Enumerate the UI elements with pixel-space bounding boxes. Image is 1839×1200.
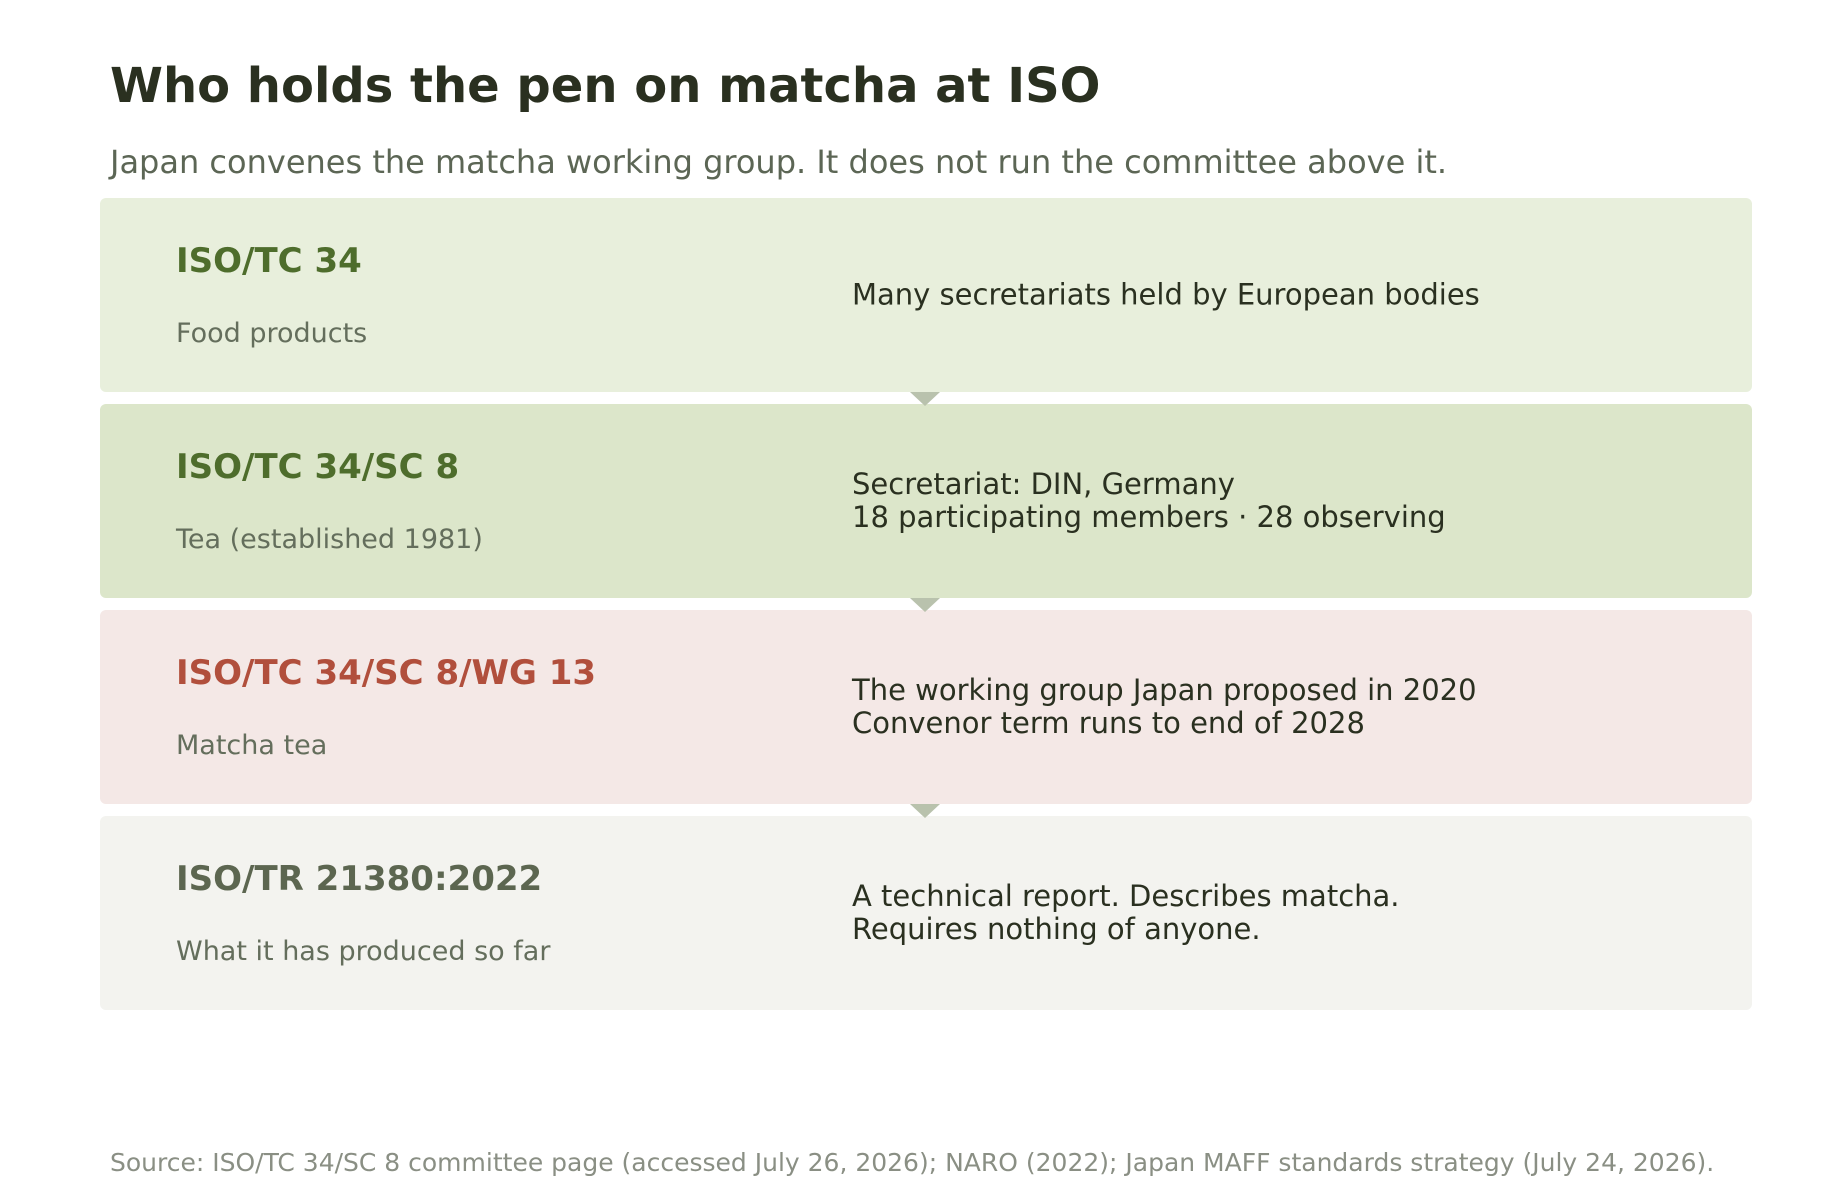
description-line: 18 participating members · 28 observing: [852, 500, 1446, 534]
description-line: The working group Japan proposed in 2020: [852, 673, 1477, 707]
level-subtitle: Food products: [176, 318, 368, 349]
down-arrow-icon: [910, 392, 940, 406]
level-box-tc34: ISO/TC 34 Food products Many secretariat…: [100, 198, 1752, 406]
level-subtitle: Tea (established 1981): [176, 524, 483, 555]
diagram-title: Who holds the pen on matcha at ISO: [110, 58, 1101, 114]
level-description: Secretariat: DIN, Germany 18 participati…: [852, 468, 1446, 534]
source-note: Source: ISO/TC 34/SC 8 committee page (a…: [110, 1148, 1715, 1177]
down-arrow-icon: [910, 598, 940, 612]
level-description: A technical report. Describes matcha. Re…: [852, 880, 1400, 946]
level-box-tr21380: ISO/TR 21380:2022 What it has produced s…: [100, 816, 1752, 1010]
level-subtitle: Matcha tea: [176, 730, 328, 761]
level-name: ISO/TC 34/SC 8: [176, 447, 460, 487]
level-description: The working group Japan proposed in 2020…: [852, 674, 1477, 740]
description-line: Many secretariats held by European bodie…: [852, 277, 1480, 312]
level-box-sc8: ISO/TC 34/SC 8 Tea (established 1981) Se…: [100, 404, 1752, 612]
level-description: Many secretariats held by European bodie…: [852, 277, 1480, 312]
hierarchy-stack: ISO/TC 34 Food products Many secretariat…: [100, 198, 1752, 1010]
description-line: A technical report. Describes matcha.: [852, 879, 1400, 913]
description-line: Secretariat: DIN, Germany: [852, 467, 1235, 501]
level-box-wg13: ISO/TC 34/SC 8/WG 13 Matcha tea The work…: [100, 610, 1752, 818]
level-subtitle: What it has produced so far: [176, 936, 551, 967]
down-arrow-icon: [910, 804, 940, 818]
level-name: ISO/TC 34: [176, 241, 362, 281]
description-line: Convenor term runs to end of 2028: [852, 706, 1365, 740]
description-line: Requires nothing of anyone.: [852, 912, 1261, 946]
level-name: ISO/TC 34/SC 8/WG 13: [176, 653, 597, 693]
level-name: ISO/TR 21380:2022: [176, 859, 543, 899]
diagram-subtitle: Japan convenes the matcha working group.…: [110, 143, 1448, 181]
